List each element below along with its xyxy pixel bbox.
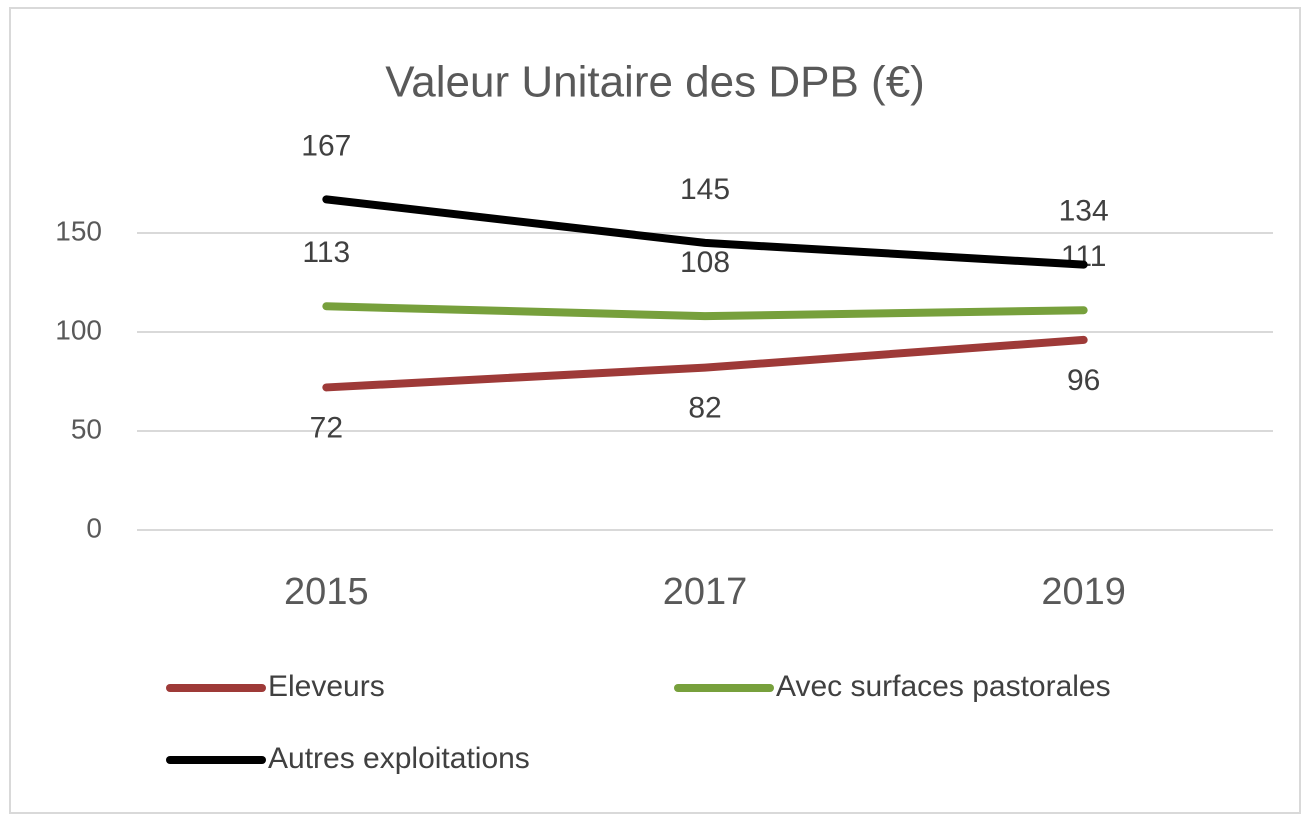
x-tick-label: 2017 xyxy=(663,571,748,613)
data-label: 113 xyxy=(302,236,350,269)
chart-title: Valeur Unitaire des DPB (€) xyxy=(385,58,925,107)
legend-label: Autres exploitations xyxy=(268,742,530,775)
data-label: 145 xyxy=(680,173,730,206)
data-label: 134 xyxy=(1059,195,1109,228)
data-label: 82 xyxy=(688,392,721,425)
data-label: 96 xyxy=(1067,364,1100,397)
y-tick-label: 150 xyxy=(55,215,102,246)
legend-label: Avec surfaces pastorales xyxy=(776,670,1111,703)
x-tick-label: 2015 xyxy=(284,571,369,613)
y-tick-label: 50 xyxy=(71,413,102,444)
series-line xyxy=(322,195,1088,269)
x-tick-label: 2019 xyxy=(1041,571,1126,613)
data-label: 72 xyxy=(310,411,343,444)
legend-label: Eleveurs xyxy=(268,670,385,703)
data-label: 167 xyxy=(301,129,351,162)
series-line xyxy=(322,302,1088,321)
series-line xyxy=(322,335,1088,392)
y-tick-label: 0 xyxy=(86,512,102,543)
y-tick-label: 100 xyxy=(55,314,102,345)
chart-frame xyxy=(9,7,1301,814)
data-label: 108 xyxy=(680,246,730,279)
